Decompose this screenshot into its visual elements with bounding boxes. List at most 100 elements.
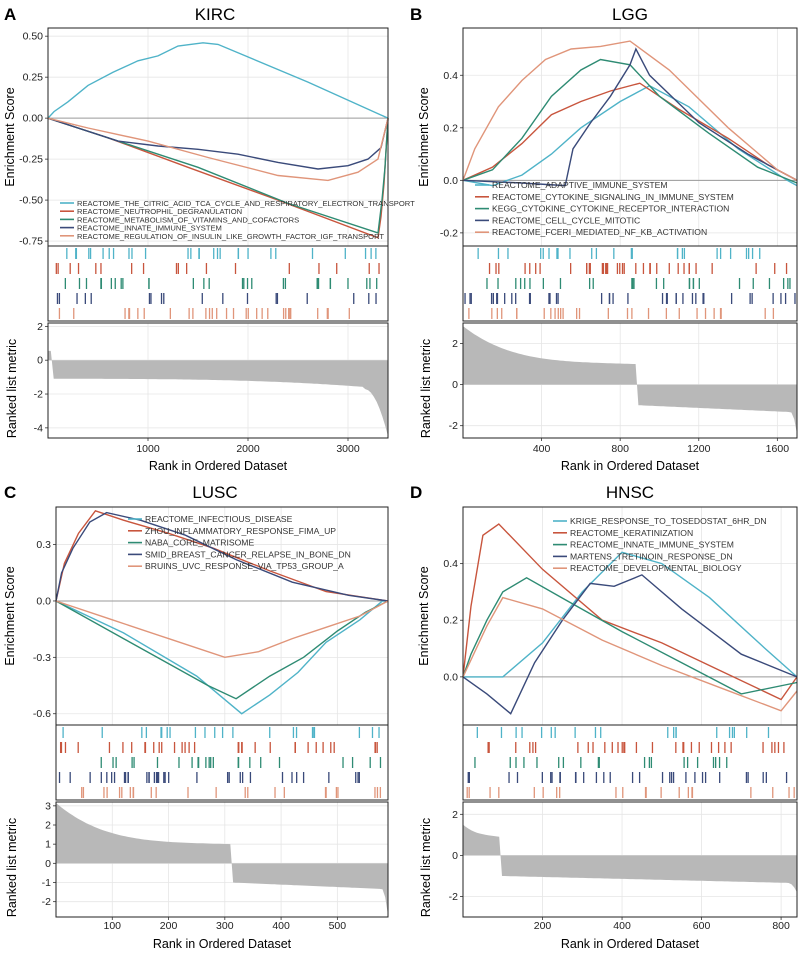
panel-title: KIRC	[195, 5, 236, 24]
xlabel: Rank in Ordered Dataset	[149, 459, 288, 473]
panel-B: B LGG -0.2 0.0 0.2 0.4 Enrichment Score REACTOM…	[410, 5, 798, 473]
es-ytick-label: 0.4	[443, 558, 458, 570]
xtick-label: 1000	[136, 443, 160, 455]
es-plot-background	[56, 507, 388, 725]
rm-ytick-label: 2	[452, 338, 458, 350]
rm-plot-frame	[462, 322, 798, 439]
es-line-series-4	[462, 574, 798, 715]
rm-plot-frame	[462, 801, 798, 918]
xtick-label: 200	[534, 920, 552, 932]
rm-ytick-label: -2	[449, 420, 458, 432]
panel-A: A KIRC -0.75 -0.50 -0.25 0.00 0.25 0.50 Enrichme…	[3, 5, 415, 473]
xtick-label: 800	[611, 443, 629, 455]
xtick-label: 400	[613, 920, 631, 932]
legend-label: REACTOME_KERATINIZATION	[570, 528, 693, 538]
es-ytick-label: 0.3	[36, 539, 51, 551]
es-line-series-5	[462, 596, 798, 712]
es-ytick-label: 0.2	[443, 615, 458, 627]
rm-ytick-label: -4	[34, 422, 43, 434]
rm-plot-frame	[47, 322, 389, 439]
legend-label: REACTOME_REGULATION_OF_INSULIN_LIKE_GROW…	[77, 232, 384, 241]
es-line-series-1	[462, 85, 798, 187]
ranked-metric-area	[56, 803, 388, 916]
es-ytick-label: 0.50	[23, 31, 44, 43]
es-ytick-label: 0.0	[36, 595, 51, 607]
rm-ylabel: Ranked list metric	[419, 818, 433, 917]
xtick-label: 1600	[766, 443, 790, 455]
xtick-label: 300	[216, 920, 234, 932]
es-line-series-5	[47, 117, 389, 182]
es-ylabel: Enrichment Score	[417, 87, 431, 186]
es-line-series-3	[462, 58, 798, 184]
es-ytick-label: 0.0	[443, 671, 458, 683]
xlabel: Rank in Ordered Dataset	[561, 937, 700, 951]
legend-label: MARTENS_TRETINOIN_RESPONSE_DN	[570, 551, 733, 561]
rm-ytick-label: 0	[37, 355, 43, 367]
es-ylabel: Enrichment Score	[3, 87, 17, 186]
legend-label: REACTOME_CYTOKINE_SIGNALING_IN_IMMUNE_SY…	[492, 192, 734, 202]
panel-letter: A	[4, 5, 16, 24]
legend-label: REACTOME_NEUTROPHIL_DEGRANULATION	[77, 207, 242, 216]
legend-label: KRIGE_RESPONSE_TO_TOSEDOSTAT_6HR_DN	[570, 516, 767, 526]
es-line-series-2	[462, 523, 798, 701]
es-line-series-1	[463, 551, 798, 678]
es-ytick-label: -0.3	[33, 652, 51, 664]
es-line-series-3	[47, 117, 389, 234]
es-line-series-3	[462, 576, 798, 695]
legend-label: REACTOME_CELL_CYCLE_MITOTIC	[492, 215, 640, 225]
es-ytick-label: 0.4	[443, 70, 458, 82]
ranked-metric-area	[463, 326, 797, 434]
xtick-label: 2000	[236, 443, 260, 455]
hit-ticks-panel	[462, 245, 798, 322]
legend-label: REACTOME_INFECTIOUS_DISEASE	[145, 514, 293, 524]
legend-label: REACTOME_ADAPTIVE_IMMUNE_SYSTEM	[492, 180, 668, 190]
rm-ylabel: Ranked list metric	[419, 339, 433, 438]
rm-ytick-label: 2	[37, 321, 43, 333]
es-ytick-label: -0.2	[440, 227, 458, 239]
rm-ytick-label: -1	[42, 877, 51, 889]
panel-D: D HNSC 0.0 0.2 0.4 Enrichment Score KRIGE_RESP…	[410, 483, 798, 951]
es-ytick-label: 0.0	[443, 175, 458, 187]
xtick-label: 500	[329, 920, 347, 932]
xtick-label: 3000	[336, 443, 360, 455]
panel-letter: D	[410, 483, 422, 502]
rm-ytick-label: 0	[452, 379, 458, 391]
es-line-series-5	[462, 40, 798, 181]
es-line-series-4	[47, 117, 389, 170]
es-line-series-4	[462, 47, 798, 187]
rm-ytick-label: 2	[452, 809, 458, 821]
es-line-series-4	[55, 511, 389, 602]
rm-plot-frame	[55, 801, 389, 918]
es-ylabel: Enrichment Score	[417, 566, 431, 665]
rm-ytick-label: -2	[42, 896, 51, 908]
rm-ytick-label: 2	[45, 820, 51, 832]
panel-letter: C	[4, 483, 16, 502]
legend-label: REACTOME_THE_CITRIC_ACID_TCA_CYCLE_AND_R…	[77, 199, 415, 208]
legend-label: SMID_BREAST_CANCER_RELAPSE_IN_BONE_DN	[145, 549, 351, 559]
hit-ticks-panel	[462, 724, 798, 801]
xlabel: Rank in Ordered Dataset	[153, 937, 292, 951]
es-line-series-5	[55, 600, 389, 659]
rm-ytick-label: 1	[45, 839, 51, 851]
es-ytick-label: -0.50	[19, 195, 43, 207]
panel-C: C LUSC -0.6 -0.3 0.0 0.3 Enrichment Score REACT…	[3, 483, 389, 951]
xtick-label: 600	[693, 920, 711, 932]
ranked-metric-area	[48, 350, 388, 437]
rm-ytick-label: 3	[45, 800, 51, 812]
legend-label: NABA_CORE_MATRISOME	[145, 538, 254, 548]
es-line-series-3	[55, 600, 389, 700]
xtick-label: 800	[772, 920, 790, 932]
es-ytick-label: 0.00	[23, 113, 44, 125]
xtick-label: 100	[104, 920, 122, 932]
panel-title: LGG	[612, 5, 648, 24]
legend-label: REACTOME_METABOLISM_OF_VITAMINS_AND_COFA…	[77, 215, 299, 224]
es-plot-background	[463, 507, 797, 725]
es-ytick-label: -0.25	[19, 154, 43, 166]
panel-letter: B	[410, 5, 422, 24]
es-ytick-label: 0.2	[443, 122, 458, 134]
es-ylabel: Enrichment Score	[3, 566, 17, 665]
xtick-label: 400	[272, 920, 290, 932]
legend-label: ZHOU_INFLAMMATORY_RESPONSE_FIMA_UP	[145, 526, 336, 536]
rm-ytick-label: 0	[45, 858, 51, 870]
